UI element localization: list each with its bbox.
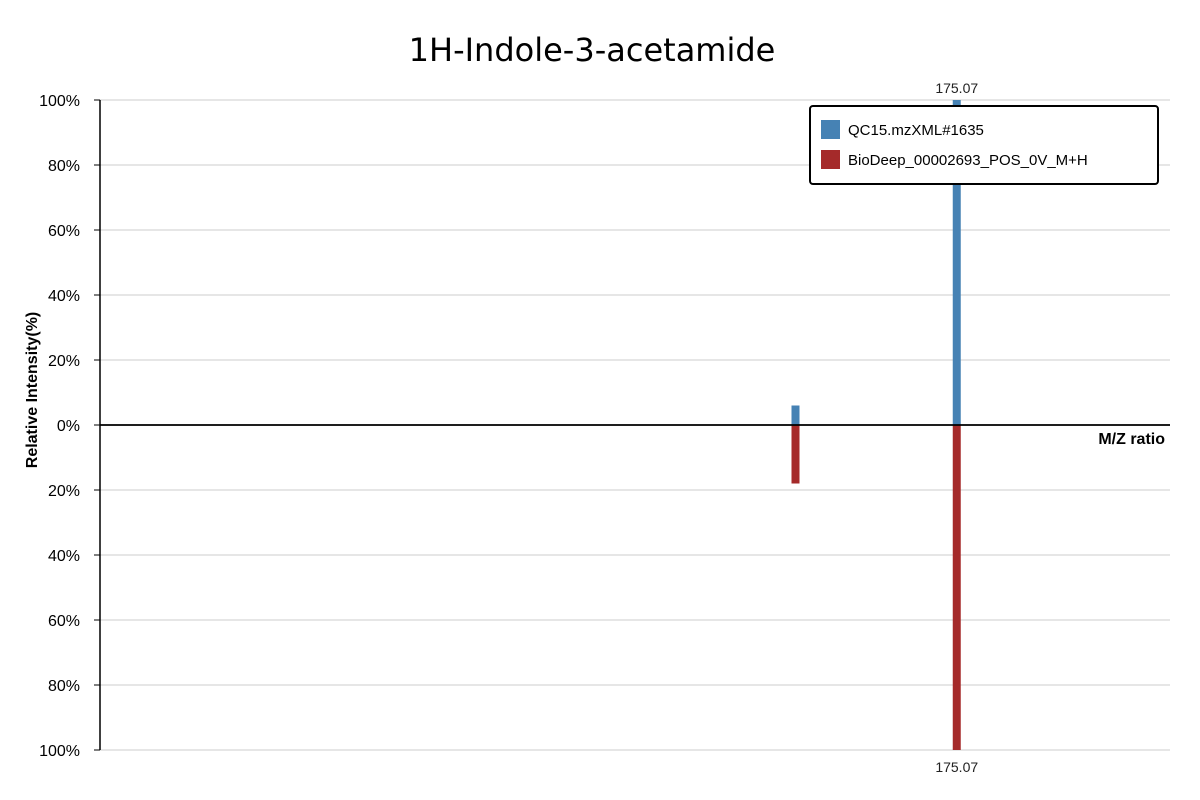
y-axis-label: Relative Intensity(%) [24,312,41,468]
y-tick-label: 80% [48,678,80,695]
peak-bars [791,100,961,750]
y-tick-label: 100% [39,743,80,760]
y-tick-label: 80% [48,158,80,175]
peak-label: 175.07 [935,759,978,775]
y-tick-label: 0% [57,418,80,435]
peak-bar [791,425,800,484]
y-tick-label: 20% [48,483,80,500]
peak-label: 175.07 [935,80,978,96]
peak-labels: 175.07 175.07 [935,80,978,775]
peak-bar [791,405,800,425]
y-tick-label: 100% [39,93,80,110]
legend-box [809,105,1159,185]
legend-swatch-biodeep [821,150,840,169]
y-tick-label: 40% [48,548,80,565]
legend-label-qc15: QC15.mzXML#1635 [848,122,984,139]
chart-title: 1H-Indole-3-acetamide [409,31,776,69]
legend-label-biodeep: BioDeep_00002693_POS_0V_M+H [848,152,1088,169]
y-axis-ticks: 100% 80% 60% 40% 20% 0% 20% 40% 60% 80% 100% [39,93,100,760]
y-tick-label: 40% [48,288,80,305]
legend-swatch-qc15 [821,120,840,139]
x-axis-label: M/Z ratio [1098,431,1165,448]
legend: QC15.mzXML#1635 BioDeep_00002693_POS_0V_… [809,105,1159,185]
peak-bar [952,100,961,425]
y-tick-label: 20% [48,353,80,370]
peak-bar [952,425,961,750]
y-tick-label: 60% [48,613,80,630]
y-tick-label: 60% [48,223,80,240]
